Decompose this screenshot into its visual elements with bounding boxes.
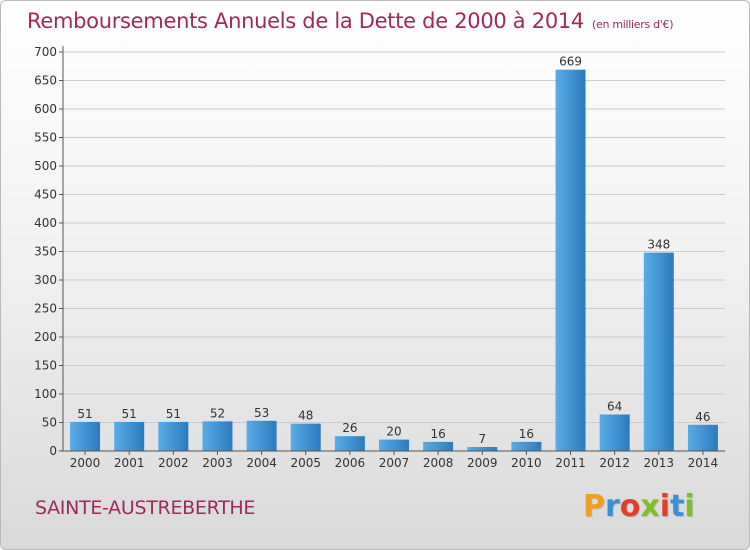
bars: 51 51 51 52 53 48 26 20 16 7 16 669 64 348 46 — [70, 55, 718, 452]
bar — [158, 421, 189, 451]
bar-value-label: 48 — [298, 409, 313, 423]
logo-letter: i — [684, 489, 695, 524]
y-tick-label: 300 — [34, 273, 57, 287]
x-tick-label: 2011 — [555, 456, 586, 470]
y-tick-label: 650 — [34, 74, 57, 88]
y-tick-label: 100 — [34, 387, 57, 401]
bar-value-label: 46 — [695, 410, 710, 424]
bar-value-label: 53 — [254, 406, 269, 420]
x-tick-label: 2008 — [423, 456, 454, 470]
bar — [687, 424, 718, 451]
y-tick-label: 450 — [34, 188, 57, 202]
y-tick-label: 550 — [34, 131, 57, 145]
x-tick-label: 2007 — [379, 456, 410, 470]
x-tick-label: 2005 — [290, 456, 321, 470]
y-tick-label: 250 — [34, 302, 57, 316]
y-tick-label: 350 — [34, 245, 57, 259]
y-tick-label: 400 — [34, 216, 57, 230]
bar-value-label: 26 — [342, 421, 357, 435]
logo-letter: r — [605, 489, 620, 524]
bar-value-label: 51 — [77, 407, 92, 421]
chart-title-text: Remboursements Annuels de la Dette de 20… — [27, 9, 584, 33]
bar-value-label: 51 — [122, 407, 137, 421]
bar-value-label: 669 — [559, 55, 582, 69]
commune-name: SAINTE-AUSTREBERTHE — [35, 497, 256, 519]
bar — [70, 421, 101, 451]
bar — [290, 423, 321, 451]
axes: 0 50 100 150 200 250 300 350 400 450 500 550 600 650 7… — [34, 45, 725, 470]
y-tick-label: 150 — [34, 359, 57, 373]
x-tick-label: 2000 — [70, 456, 101, 470]
bar-value-label: 64 — [607, 400, 622, 414]
x-tick-label: 2012 — [599, 456, 630, 470]
y-tick-label: 700 — [34, 45, 57, 59]
logo-letter: i — [659, 489, 671, 524]
bar — [334, 436, 365, 451]
x-tick-label: 2014 — [688, 456, 719, 470]
bar — [379, 439, 409, 451]
bar — [555, 69, 586, 452]
x-tick-label: 2006 — [335, 456, 366, 470]
bar-value-label: 7 — [478, 432, 486, 446]
bar — [467, 447, 498, 451]
bar-value-label: 20 — [386, 425, 401, 439]
bar-value-label: 52 — [210, 406, 225, 420]
y-tick-label: 0 — [49, 444, 57, 458]
logo-letter: o — [619, 489, 641, 524]
bar — [643, 252, 674, 451]
y-tick-label: 200 — [34, 330, 57, 344]
bar — [599, 414, 630, 451]
bar-value-label: 348 — [647, 238, 670, 252]
logo-letter: x — [640, 489, 660, 524]
chart-unit-note: (en milliers d'€) — [592, 18, 674, 31]
chart-title: Remboursements Annuels de la Dette de 20… — [27, 9, 673, 33]
x-tick-label: 2013 — [644, 456, 675, 470]
x-tick-label: 2009 — [467, 456, 498, 470]
bar-value-label: 51 — [166, 407, 181, 421]
y-tick-label: 500 — [34, 159, 57, 173]
x-tick-label: 2002 — [158, 456, 189, 470]
bar — [114, 421, 145, 451]
bar — [202, 421, 233, 451]
bar-value-label: 16 — [430, 427, 445, 441]
gridlines — [63, 51, 725, 452]
bar — [246, 420, 277, 451]
bar-value-label: 16 — [519, 427, 534, 441]
x-tick-label: 2004 — [246, 456, 277, 470]
x-tick-label: 2003 — [202, 456, 233, 470]
y-tick-label: 50 — [42, 416, 57, 430]
bar — [511, 441, 542, 451]
x-tick-label: 2010 — [511, 456, 542, 470]
logo-letter: P — [583, 489, 605, 524]
bar — [423, 441, 454, 451]
proxiti-logo[interactable]: Proxiti — [583, 489, 695, 524]
x-tick-label: 2001 — [114, 456, 145, 470]
logo-letter: t — [670, 489, 685, 524]
y-tick-label: 600 — [34, 102, 57, 116]
